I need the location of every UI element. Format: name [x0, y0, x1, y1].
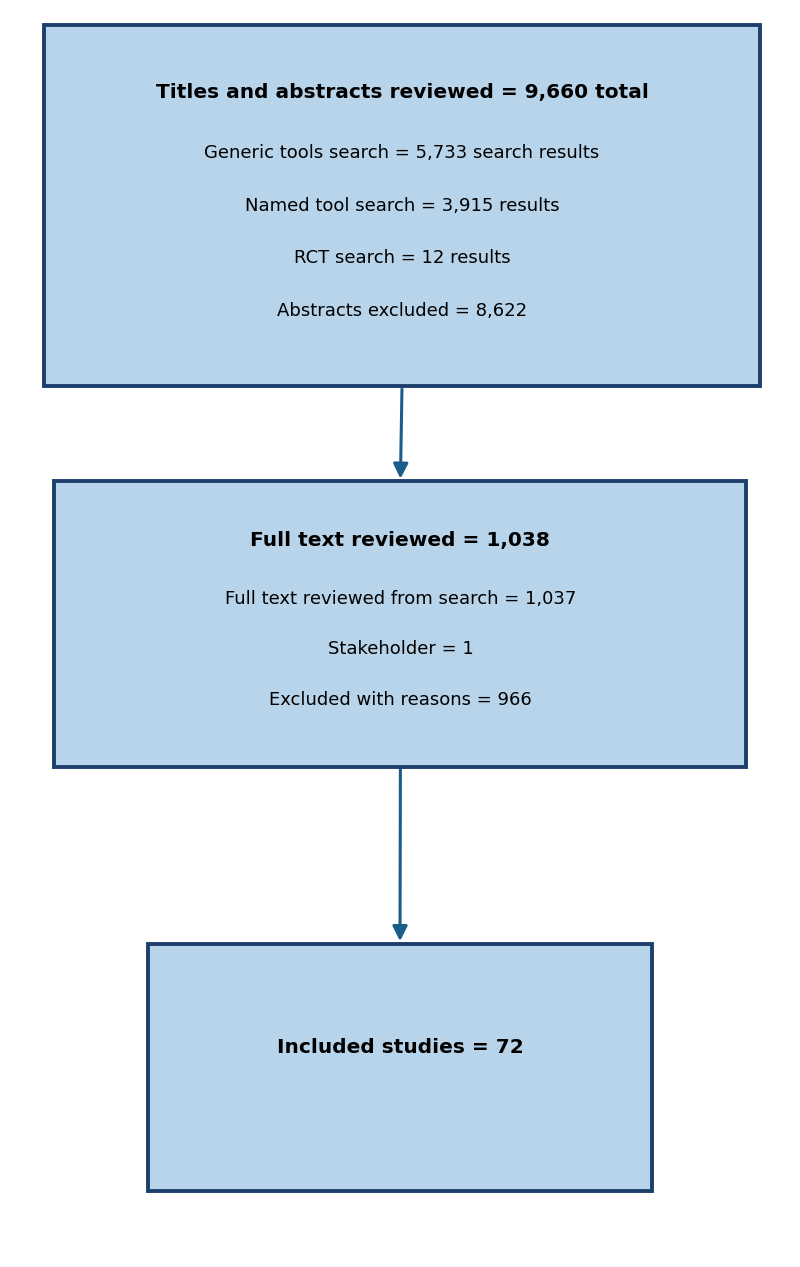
Text: Named tool search = 3,915 results: Named tool search = 3,915 results — [245, 196, 559, 215]
Text: Stakeholder = 1: Stakeholder = 1 — [327, 640, 474, 659]
Text: Generic tools search = 5,733 search results: Generic tools search = 5,733 search resu… — [204, 144, 600, 162]
Text: RCT search = 12 results: RCT search = 12 results — [294, 250, 510, 267]
FancyBboxPatch shape — [54, 481, 746, 767]
FancyBboxPatch shape — [44, 25, 760, 386]
Text: Titles and abstracts reviewed = 9,660 total: Titles and abstracts reviewed = 9,660 to… — [155, 84, 649, 103]
Text: Excluded with reasons = 966: Excluded with reasons = 966 — [269, 691, 532, 710]
Text: Full text reviewed from search = 1,037: Full text reviewed from search = 1,037 — [225, 589, 576, 608]
Text: Abstracts excluded = 8,622: Abstracts excluded = 8,622 — [277, 302, 527, 321]
Text: Full text reviewed = 1,038: Full text reviewed = 1,038 — [250, 531, 550, 550]
Text: Included studies = 72: Included studies = 72 — [277, 1038, 523, 1057]
FancyBboxPatch shape — [148, 944, 652, 1191]
